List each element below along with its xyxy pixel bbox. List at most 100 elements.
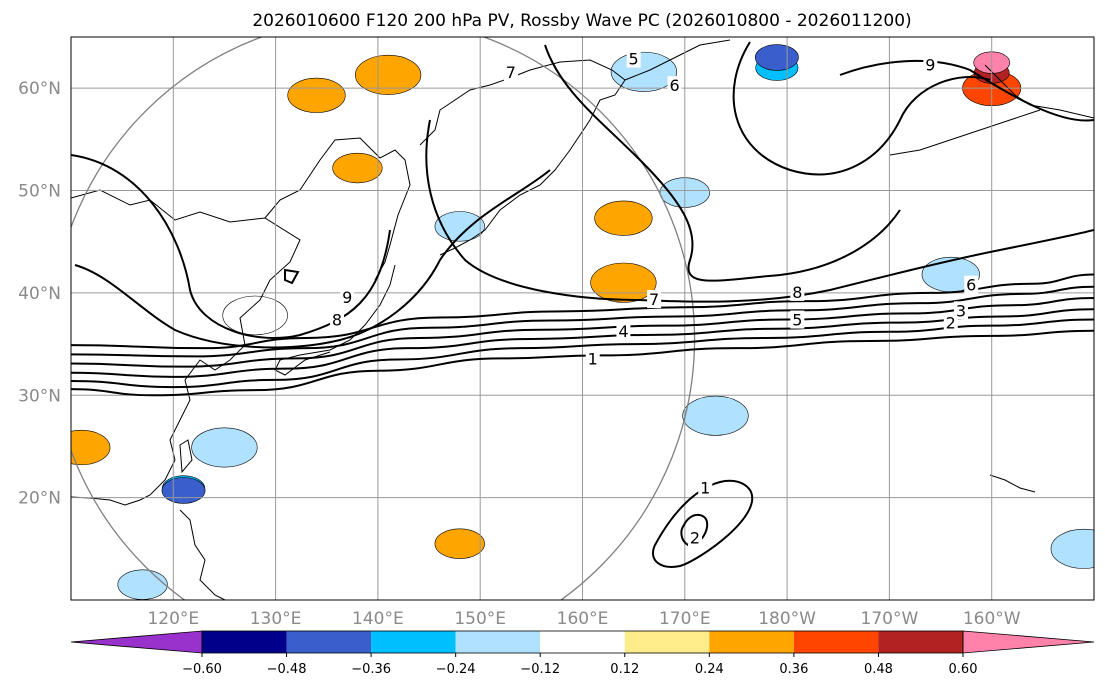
x-tick-label: 170°E (659, 609, 711, 629)
pv-contour-6 (71, 273, 1094, 350)
pv-contour-9 (71, 154, 391, 339)
russia-coast (264, 137, 411, 281)
colorbar-segment (709, 631, 794, 653)
aleutian-islands (889, 109, 1041, 156)
pc-shading-patch (287, 77, 346, 113)
colorbar-segment (624, 631, 710, 653)
contour-label: 9 (925, 56, 935, 75)
pv-jet-contours (71, 273, 1094, 397)
contour-label-bg (964, 275, 979, 294)
colorbar-segment (455, 631, 541, 653)
kamchatka-east-coast (624, 39, 731, 81)
colorbar-tick-label: 0.60 (949, 662, 978, 677)
contour-label: 4 (618, 322, 628, 341)
y-axis-tick-labels: 20°N 30°N 40°N 50°N 60°N (18, 79, 61, 508)
contour-label-bg (647, 290, 662, 309)
pv-contour-9-north (732, 41, 991, 176)
pc-shading-patch (754, 44, 799, 71)
okhotsk-kamchatka-coast (419, 59, 626, 186)
y-tick-label: 60°N (18, 79, 61, 99)
x-tick-label: 140°E (352, 609, 404, 629)
pv-contour-8 (74, 169, 551, 349)
pc-shading-patch (355, 54, 422, 95)
contour-label: 5 (792, 311, 802, 330)
colorbar-segment (286, 631, 372, 653)
contour-label-bg (616, 321, 631, 340)
pc-shading-patch (161, 477, 206, 504)
pv-contour-5 (71, 285, 1094, 358)
pv-contour-3 (71, 308, 1094, 378)
contour-label: 2 (946, 314, 956, 333)
x-axis-tick-labels: 120°E 130°E 140°E 150°E 160°E 170°E 180°W 170°W… (147, 609, 1020, 629)
pc-shading-patch (682, 395, 749, 436)
colorbar-tick-label: 0.36 (779, 662, 808, 677)
pv-contour-4 (71, 297, 1094, 368)
x-tick-label: 130°E (250, 609, 302, 629)
contour-label: 7 (649, 290, 659, 309)
colorbar-extend-low (70, 630, 203, 654)
y-tick-label: 30°N (18, 386, 61, 406)
y-tick-label: 50°N (18, 182, 61, 202)
hawaii-islands (989, 474, 1036, 493)
pv-contour-7-north (544, 44, 901, 282)
contour-label: 6 (966, 276, 976, 295)
x-tick-label: 150°E (454, 609, 506, 629)
contour-label-bg (790, 282, 805, 301)
pc-shading-patch (191, 427, 258, 468)
x-tick-label: 180°W (758, 609, 816, 629)
contour-label-bg (688, 528, 703, 547)
pv-contour-1 (71, 329, 1094, 397)
pv-contour-8-north (839, 59, 1094, 122)
pc-shading-patch (222, 295, 288, 336)
pc-shading-patch (594, 200, 653, 236)
colorbar: −0.60 −0.48 −0.36 −0.24 −0.12 0.12 0.24 0.36 0.4… (70, 630, 1095, 677)
contour-label-bg (329, 310, 344, 329)
contour-label: 5 (629, 50, 639, 69)
map-frame (70, 36, 1095, 601)
x-tick-label: 120°E (147, 609, 199, 629)
pv-contour-7 (425, 119, 1094, 303)
colorbar-tick-label: −0.24 (436, 662, 476, 677)
contour-label-bg (667, 76, 682, 95)
contour-label: 3 (956, 301, 966, 320)
asia-mainland-coast (71, 189, 301, 461)
contour-label: 6 (669, 76, 679, 95)
chart-title: 2026010600 F120 200 hPa PV, Rossby Wave … (252, 11, 911, 31)
x-tick-label: 160°E (557, 609, 609, 629)
colorbar-tick-label: 0.24 (695, 662, 724, 677)
philippines (179, 509, 226, 600)
colorbar-tick-label: 0.48 (864, 662, 893, 677)
contour-label-bg (585, 349, 600, 368)
colorbar-tick-label: −0.60 (182, 662, 222, 677)
y-tick-label: 40°N (18, 284, 61, 304)
japan-coast (274, 264, 396, 376)
colorbar-tick-label: −0.36 (351, 662, 391, 677)
colorbar-segment (202, 631, 287, 653)
y-tick-label: 20°N (18, 489, 61, 509)
contour-label: 8 (332, 311, 342, 330)
colorbar-extend-high (962, 630, 1095, 654)
colorbar-tick-label: −0.12 (520, 662, 560, 677)
contour-label: 9 (342, 288, 352, 307)
pc-shading-patch (71, 429, 111, 466)
colorbar-segment (793, 631, 879, 653)
taiwan (179, 439, 193, 474)
reference-circle (71, 37, 696, 600)
contour-label-bg (923, 55, 938, 74)
contour-label-bg (503, 62, 518, 81)
south-china-coast (71, 459, 176, 506)
colorbar-segment (878, 631, 963, 653)
pv-contour-2 (71, 318, 1094, 389)
contour-label: 7 (506, 63, 516, 82)
pc-shading-patch (117, 569, 168, 600)
pv-contour-small-closed (284, 268, 300, 285)
pc-shading-patch (332, 152, 383, 184)
contour-label-bg (340, 288, 355, 307)
contour-label-bg (790, 310, 805, 329)
x-tick-label: 170°W (861, 609, 919, 629)
colorbar-segment (540, 631, 625, 653)
contour-label: 1 (588, 349, 598, 368)
pc-shading-patch (434, 528, 485, 559)
